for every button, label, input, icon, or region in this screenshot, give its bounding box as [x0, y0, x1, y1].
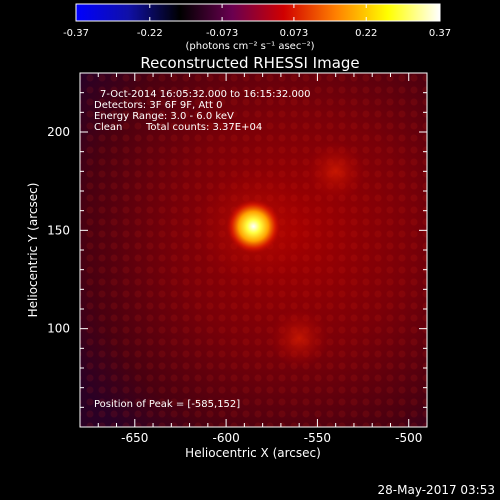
y-tick-label: 100 [47, 322, 70, 336]
sources [193, 141, 366, 369]
annotation-energy-range: Energy Range: 3.0 - 6.0 keV [94, 111, 234, 122]
annotation-total-counts: Total counts: 3.37E+04 [145, 122, 262, 133]
y-tick-label: 200 [47, 125, 70, 139]
x-tick-label: -650 [121, 431, 148, 445]
x-axis-label: Heliocentric X (arcsec) [185, 446, 321, 460]
colorbar-tick-label: 0.073 [280, 28, 309, 39]
colorbar-tick-label: -0.37 [63, 28, 89, 39]
colorbar-unit-label: (photons cm⁻² s⁻¹ asec⁻²) [185, 41, 314, 52]
annotation-method: Clean [94, 122, 122, 133]
colorbar-tick-label: 0.37 [429, 28, 451, 39]
x-axis: -650 -600 -550 -500 [97, 73, 428, 445]
secondary-source [305, 141, 366, 202]
annotation-detectors: Detectors: 3F 6F 9F, Att 0 [94, 100, 222, 111]
x-tick-label: -500 [395, 431, 422, 445]
y-tick-label: 150 [47, 223, 70, 237]
secondary-source [269, 308, 330, 369]
colorbar-tick-label: -0.22 [137, 28, 163, 39]
annotation-peak-position: Position of Peak = [-585,152] [94, 399, 240, 410]
y-axis: 100 150 200 [47, 92, 427, 408]
y-axis-label: Heliocentric Y (arcsec) [26, 183, 40, 318]
footer-date: 28-May-2017 03:53 [378, 483, 495, 497]
heatmap-image [80, 73, 427, 427]
colorbar-tick-label: 0.22 [355, 28, 377, 39]
annotation-time-range: 7-Oct-2014 16:05:32.000 to 16:15:32.000 [100, 89, 311, 100]
colorbar-ticks: -0.37 -0.22 -0.073 0.073 0.22 0.37 [63, 4, 451, 39]
x-tick-label: -600 [212, 431, 239, 445]
x-tick-label: -550 [304, 431, 331, 445]
chart-title: Reconstructed RHESSI Image [140, 54, 359, 72]
colorbar-tick-label: -0.073 [206, 28, 238, 39]
peak-source [226, 199, 281, 254]
colorbar [75, 3, 441, 22]
